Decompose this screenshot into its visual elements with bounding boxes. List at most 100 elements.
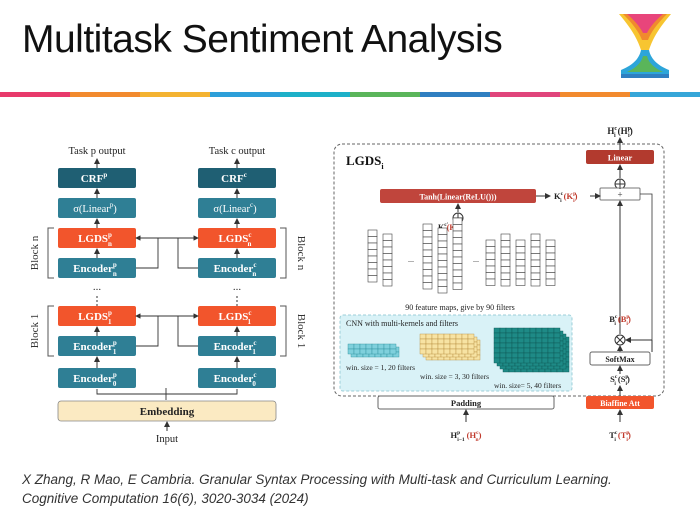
filter-cell: [547, 347, 555, 354]
filter-cell: [505, 332, 513, 339]
feature-map-cell: [382, 253, 393, 261]
feature-map-cell: [500, 259, 511, 267]
linear-box: Linear: [586, 150, 654, 164]
filter-cell: [493, 337, 501, 344]
feature-map-cell: [437, 253, 448, 261]
svg-text:Padding: Padding: [451, 398, 482, 408]
filter-cell: [547, 327, 555, 334]
feature-map-cell: [367, 262, 378, 270]
filter-cell: [437, 333, 445, 340]
filter-cell: [517, 347, 525, 354]
feature-map-cell: [545, 239, 556, 247]
filter-cell: [529, 347, 537, 354]
svg-text:Biaffine Att: Biaffine Att: [600, 399, 640, 408]
feature-maps: [367, 217, 556, 294]
feature-map-cell: [422, 269, 433, 277]
filter-cell: [499, 342, 507, 349]
filter-cell: [419, 333, 427, 340]
feature-map-cell: [437, 260, 448, 268]
stripe-segment: [560, 92, 630, 97]
lgds-c-1-box: LGDSc 1: [198, 306, 276, 326]
filter-cell: [517, 342, 525, 349]
filter-cell: [541, 342, 549, 349]
filter-cell: [523, 337, 531, 344]
filter-cell: [467, 333, 475, 340]
encoder-c-1-box: Encoderc 1: [198, 336, 276, 356]
feature-map-cell: [500, 272, 511, 280]
filter-cell: [529, 357, 537, 364]
feature-map-cell: [545, 265, 556, 273]
filter-cell: [553, 352, 561, 359]
filter-cell: [389, 348, 397, 355]
lgds-p-n-box: LGDSp n: [58, 228, 136, 248]
filter-cell: [505, 337, 513, 344]
citation: X Zhang, R Mao, E Cambria. Granular Synt…: [22, 470, 682, 508]
filter-cell: [505, 352, 513, 359]
filter-cell: [517, 327, 525, 334]
filter-cell: [371, 343, 379, 350]
filter-cell: [467, 343, 475, 350]
filter-cell: [499, 347, 507, 354]
feature-map-cell: [515, 265, 526, 273]
filter-cell: [419, 343, 427, 350]
citation-line-2: Cognitive Computation 16(6), 3020-3034 (…: [22, 491, 309, 506]
filter-cell: [365, 343, 373, 350]
linear-c-box: σ(Linearc): [198, 198, 276, 218]
feature-map-cell: [515, 246, 526, 254]
feature-map-cell: [422, 236, 433, 244]
filter-cell: [493, 342, 501, 349]
filter-cell: [517, 352, 525, 359]
encoder-c-n-box: Encoderc n: [198, 258, 276, 278]
filter-cell: [431, 348, 439, 355]
feature-map-cell: [545, 246, 556, 254]
filter-cell: [499, 357, 507, 364]
filter-cell: [437, 343, 445, 350]
feature-map-cell: [452, 263, 463, 271]
svg-text:σ(Linearp): σ(Linearp): [73, 201, 117, 215]
feature-map-cell: [437, 286, 448, 294]
filter-cell: [499, 337, 507, 344]
feature-map-cell: [452, 224, 463, 232]
feature-map-cell: [422, 256, 433, 264]
filter-cell: [499, 352, 507, 359]
filter-cell: [359, 348, 367, 355]
feature-map-cell: [515, 239, 526, 247]
win5-label: win. size= 5, 40 filters: [494, 381, 561, 390]
encoder-p-1-box: Encoderp 1: [58, 336, 136, 356]
feature-map-cell: [367, 249, 378, 257]
filter-cell: [493, 332, 501, 339]
input-label: Input: [156, 434, 178, 445]
filter-cell: [553, 347, 561, 354]
filter-cell: [419, 348, 427, 355]
filter-cell: [541, 352, 549, 359]
biaffine-box: Biaffine Att: [586, 396, 654, 409]
filter-cell: [523, 357, 531, 364]
feature-map-cell: [545, 278, 556, 286]
filter-cell: [535, 342, 543, 349]
win3-label: win. size = 3, 30 filters: [420, 372, 489, 381]
feature-map-cell: [437, 273, 448, 281]
filter-cell: [431, 333, 439, 340]
filter-cell: [535, 357, 543, 364]
filter-cell: [383, 348, 391, 355]
filter-cell: [493, 357, 501, 364]
win1-label: win. size = 1, 20 filters: [346, 363, 415, 372]
filter-cell: [523, 342, 531, 349]
filter-cell: [425, 333, 433, 340]
filter-cell: [535, 347, 543, 354]
h-output-label: Hc i (Hp i): [607, 126, 632, 139]
svg-text:+: +: [617, 190, 622, 200]
filter-cell: [535, 332, 543, 339]
feature-map-cell: [382, 266, 393, 274]
h-input-label: Hp i−1 (Hc n): [451, 430, 482, 443]
stripe-segment: [490, 92, 560, 97]
filter-cell: [511, 342, 519, 349]
b-label: Bc i (Bp i): [609, 314, 631, 327]
task-c-output-label: Task c output: [209, 146, 266, 157]
filter-cell: [547, 332, 555, 339]
slide-title: Multitask Sentiment Analysis: [22, 18, 503, 61]
feature-map-cell: [367, 242, 378, 250]
stripe-segment: [70, 92, 140, 97]
feature-map-cell: [437, 279, 448, 287]
